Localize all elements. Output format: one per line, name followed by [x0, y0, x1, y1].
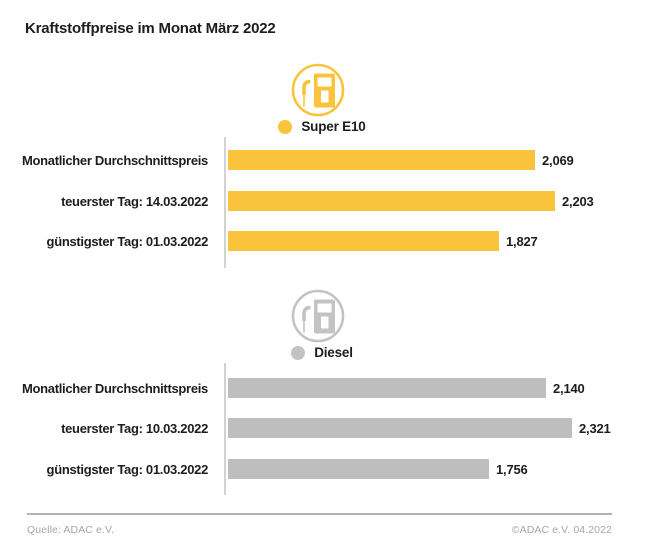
value-label: 2,069 [542, 152, 574, 168]
category-label: Monatlicher Durchschnittspreis [21, 380, 208, 396]
bar-row: teuerster Tag: 10.03.2022 2,321 [0, 418, 650, 438]
bar-row: Monatlicher Durchschnittspreis 2,069 [0, 150, 650, 170]
bar-row: Monatlicher Durchschnittspreis 2,140 [0, 378, 650, 398]
value-label: 1,827 [506, 233, 538, 249]
category-label: günstigster Tag: 01.03.2022 [46, 233, 209, 249]
bar-diesel-max [228, 418, 572, 438]
fuel-pump-icon [290, 288, 346, 344]
chart-title: Kraftstoffpreise im Monat März 2022 [25, 20, 276, 37]
value-label: 2,203 [562, 193, 594, 209]
bar-diesel-min [228, 459, 489, 479]
legend-dot-icon [278, 119, 293, 134]
bar-super-max [228, 191, 555, 211]
value-label: 2,321 [579, 420, 611, 436]
fuel-pump-icon [290, 62, 346, 118]
legend-label: Super E10 [301, 119, 366, 134]
bar-row: günstigster Tag: 01.03.2022 1,827 [0, 231, 650, 251]
legend-dot-icon [291, 345, 306, 360]
legend-super-e10: Super E10 [0, 119, 644, 134]
bar-super-min [228, 231, 499, 251]
source-note: Quelle: ADAC e.V. [27, 524, 115, 536]
category-label: günstigster Tag: 01.03.2022 [46, 461, 209, 477]
footer-divider [27, 513, 612, 515]
copyright-note: ©ADAC e.V. 04.2022 [511, 524, 612, 536]
value-label: 1,756 [496, 461, 528, 477]
bar-super-avg [228, 150, 535, 170]
bar-diesel-avg [228, 378, 546, 398]
legend-diesel: Diesel [0, 345, 644, 360]
axis-baseline [224, 363, 226, 495]
category-label: teuerster Tag: 14.03.2022 [61, 193, 208, 209]
axis-baseline [224, 137, 226, 268]
legend-label: Diesel [314, 345, 353, 360]
category-label: teuerster Tag: 10.03.2022 [61, 420, 208, 436]
bar-row: teuerster Tag: 14.03.2022 2,203 [0, 191, 650, 211]
value-label: 2,140 [553, 380, 585, 396]
bar-row: günstigster Tag: 01.03.2022 1,756 [0, 459, 650, 479]
category-label: Monatlicher Durchschnittspreis [21, 152, 208, 168]
